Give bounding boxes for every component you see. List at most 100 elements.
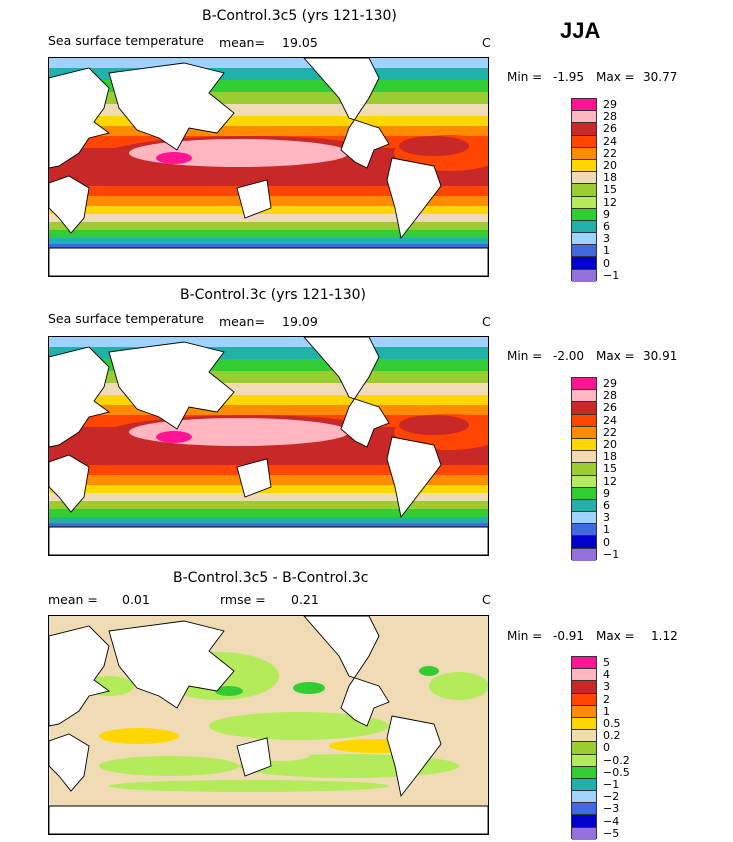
- colorbar-level-label: 0: [603, 256, 610, 270]
- colorbar-level-label: −4: [603, 814, 620, 828]
- colorbar-level-label: −0.5: [603, 765, 630, 779]
- colorbar-level-label: 0: [603, 535, 610, 549]
- colorbar-swatch: [572, 402, 596, 415]
- colorbar-level-label: 20: [603, 159, 617, 172]
- colorbar-swatch: [572, 803, 596, 816]
- colorbar-level-label: 6: [603, 499, 610, 512]
- colorbar-swatch: [572, 778, 596, 792]
- colorbar-level-label: 12: [603, 474, 617, 488]
- colorbar-level-label: −1: [603, 547, 620, 561]
- panel-2-map: [48, 336, 489, 556]
- colorbar-level-label: −3: [603, 802, 620, 816]
- season-label: JJA: [560, 18, 601, 43]
- colorbar-swatch: [572, 245, 596, 258]
- panel-2-min-value: -2.00: [553, 349, 585, 363]
- colorbar-swatch: [572, 717, 596, 731]
- colorbar-level-label: 1: [603, 523, 610, 537]
- colorbar-level-label: 3: [603, 680, 610, 694]
- colorbar-swatch: [572, 827, 596, 840]
- colorbar-level-label: 24: [603, 134, 617, 148]
- panel-1-title: B-Control.3c5 (yrs 121-130): [202, 8, 397, 24]
- colorbar-level-label: 1: [603, 244, 610, 258]
- colorbar-swatch: [572, 147, 596, 160]
- colorbar-swatch: [572, 220, 596, 234]
- colorbar-swatch: [572, 257, 596, 270]
- panel-2-mean-label: mean=: [219, 314, 265, 329]
- panel-2-max-label: Max =: [596, 349, 635, 363]
- colorbar-swatch: [572, 390, 596, 403]
- colorbar-level-label: 18: [603, 171, 617, 185]
- colorbar-level-label: −1: [603, 778, 620, 791]
- colorbar-level-label: 24: [603, 413, 617, 427]
- colorbar-level-label: 3: [603, 511, 610, 525]
- colorbar-swatch: [572, 536, 596, 549]
- panel-1-mean-value: 19.05: [282, 35, 318, 50]
- colorbar-level-label: 18: [603, 450, 617, 464]
- panel-3-rmse-label: rmse =: [220, 592, 266, 607]
- panel-3-colorbar: [571, 656, 597, 840]
- colorbar-swatch: [572, 766, 596, 779]
- colorbar-level-label: 15: [603, 462, 617, 476]
- colorbar-swatch: [572, 791, 596, 804]
- colorbar-swatch: [572, 681, 596, 694]
- colorbar-swatch: [572, 742, 596, 755]
- panel-2-units: C: [482, 314, 491, 329]
- colorbar-level-label: 9: [603, 486, 610, 500]
- colorbar-level-label: −0.2: [603, 753, 630, 767]
- panel-3-map: [48, 615, 489, 835]
- colorbar-swatch: [572, 548, 596, 561]
- colorbar-swatch: [572, 438, 596, 452]
- colorbar-swatch: [572, 754, 596, 767]
- panel-2-title: B-Control.3c (yrs 121-130): [180, 287, 366, 303]
- colorbar-level-label: 2: [603, 692, 610, 706]
- panel-1-colorbar: [571, 98, 597, 282]
- colorbar-level-label: 29: [603, 377, 617, 390]
- colorbar-swatch: [572, 451, 596, 464]
- colorbar-level-label: 22: [603, 146, 617, 160]
- colorbar-level-label: 0.2: [603, 729, 621, 743]
- colorbar-swatch: [572, 499, 596, 513]
- colorbar-swatch: [572, 730, 596, 743]
- colorbar-level-label: 22: [603, 425, 617, 439]
- colorbar-swatch: [572, 426, 596, 439]
- colorbar-level-label: 15: [603, 183, 617, 197]
- colorbar-level-label: 5: [603, 656, 610, 669]
- colorbar-swatch: [572, 233, 596, 246]
- colorbar-level-label: 9: [603, 207, 610, 221]
- panel-1-min-value: -1.95: [553, 70, 585, 84]
- panel-3-rmse-value: 0.21: [291, 592, 319, 607]
- colorbar-swatch: [572, 693, 596, 706]
- colorbar-swatch: [572, 487, 596, 500]
- panel-3-units: C: [482, 592, 491, 607]
- colorbar-swatch: [572, 159, 596, 173]
- panel-1-max-label: Max =: [596, 70, 635, 84]
- panel-3-title: B-Control.3c5 - B-Control.3c: [173, 570, 369, 586]
- colorbar-swatch: [572, 378, 596, 391]
- colorbar-swatch: [572, 705, 596, 718]
- colorbar-swatch: [572, 123, 596, 136]
- colorbar-swatch: [572, 135, 596, 148]
- colorbar-level-label: 12: [603, 195, 617, 209]
- panel-3-max-value: 1.12: [651, 629, 678, 643]
- colorbar-level-label: 20: [603, 438, 617, 451]
- panel-3-max-label: Max =: [596, 629, 635, 643]
- panel-2-colorbar: [571, 377, 597, 561]
- colorbar-level-label: 26: [603, 401, 617, 415]
- panel-2-variable: Sea surface temperature: [48, 311, 204, 326]
- colorbar-swatch: [572, 524, 596, 537]
- colorbar-level-label: 6: [603, 220, 610, 233]
- panel-3-mean-value: 0.01: [122, 592, 150, 607]
- panel-1-variable: Sea surface temperature: [48, 33, 204, 48]
- colorbar-level-label: 28: [603, 110, 617, 124]
- panel-1-max-value: 30.77: [643, 70, 678, 84]
- panel-3-min-label: Min =: [507, 629, 543, 643]
- colorbar-swatch: [572, 269, 596, 282]
- colorbar-swatch: [572, 669, 596, 682]
- colorbar-level-label: 29: [603, 98, 617, 111]
- colorbar-swatch: [572, 512, 596, 525]
- colorbar-level-label: 0: [603, 741, 610, 755]
- colorbar-swatch: [572, 463, 596, 476]
- colorbar-swatch: [572, 657, 596, 670]
- colorbar-swatch: [572, 111, 596, 124]
- colorbar-level-label: 3: [603, 232, 610, 246]
